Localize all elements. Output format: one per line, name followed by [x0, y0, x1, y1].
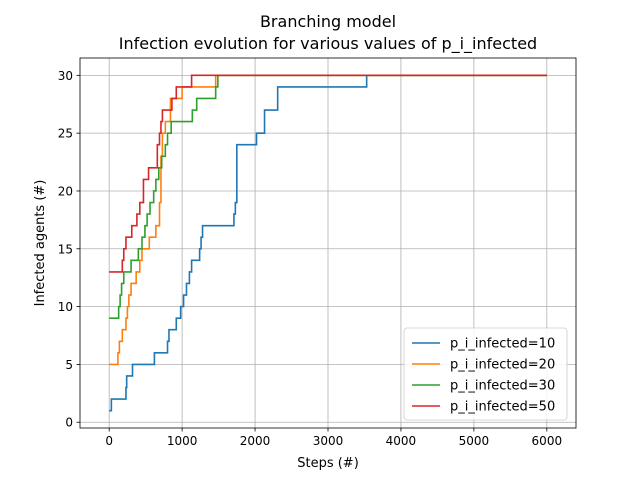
y-tick-label: 30	[58, 69, 73, 83]
legend-label: p_i_infected=20	[450, 358, 555, 373]
x-tick-label: 3000	[313, 434, 344, 448]
legend-label: p_i_infected=30	[450, 379, 555, 394]
y-tick-label: 5	[65, 358, 73, 372]
series-line-4	[109, 74, 547, 273]
x-tick-label: 2000	[240, 434, 271, 448]
y-tick-label: 15	[58, 242, 73, 256]
y-axis-label: Infected agents (#)	[33, 180, 48, 307]
legend-box	[403, 327, 568, 421]
legend-label: p_i_infected=10	[450, 337, 555, 352]
chart-subtitle: Infection evolution for various values o…	[119, 34, 537, 54]
x-tick-label: 0	[105, 434, 113, 448]
x-axis-label: Steps (#)	[297, 456, 359, 471]
plot-lines	[109, 74, 547, 412]
x-tick-label: 6000	[532, 434, 563, 448]
y-axis-ticks: 0 5 10 15 20 25 30	[58, 69, 80, 430]
x-tick-label: 5000	[459, 434, 490, 448]
series-line-3	[109, 74, 547, 319]
legend: p_i_infected=10 p_i_infected=20 p_i_infect…	[403, 327, 568, 421]
x-axis-ticks: 0 1000 2000 3000 4000 5000 6000	[105, 428, 562, 448]
y-tick-label: 10	[58, 300, 73, 314]
x-tick-label: 4000	[386, 434, 417, 448]
y-tick-label: 25	[58, 127, 73, 141]
x-tick-label: 1000	[167, 434, 198, 448]
series-line-1	[109, 74, 547, 412]
y-tick-label: 0	[65, 416, 73, 430]
chart-title: Branching model	[260, 12, 396, 31]
y-tick-label: 20	[58, 184, 73, 198]
series-line-2	[109, 74, 547, 366]
legend-label: p_i_infected=50	[450, 400, 555, 415]
